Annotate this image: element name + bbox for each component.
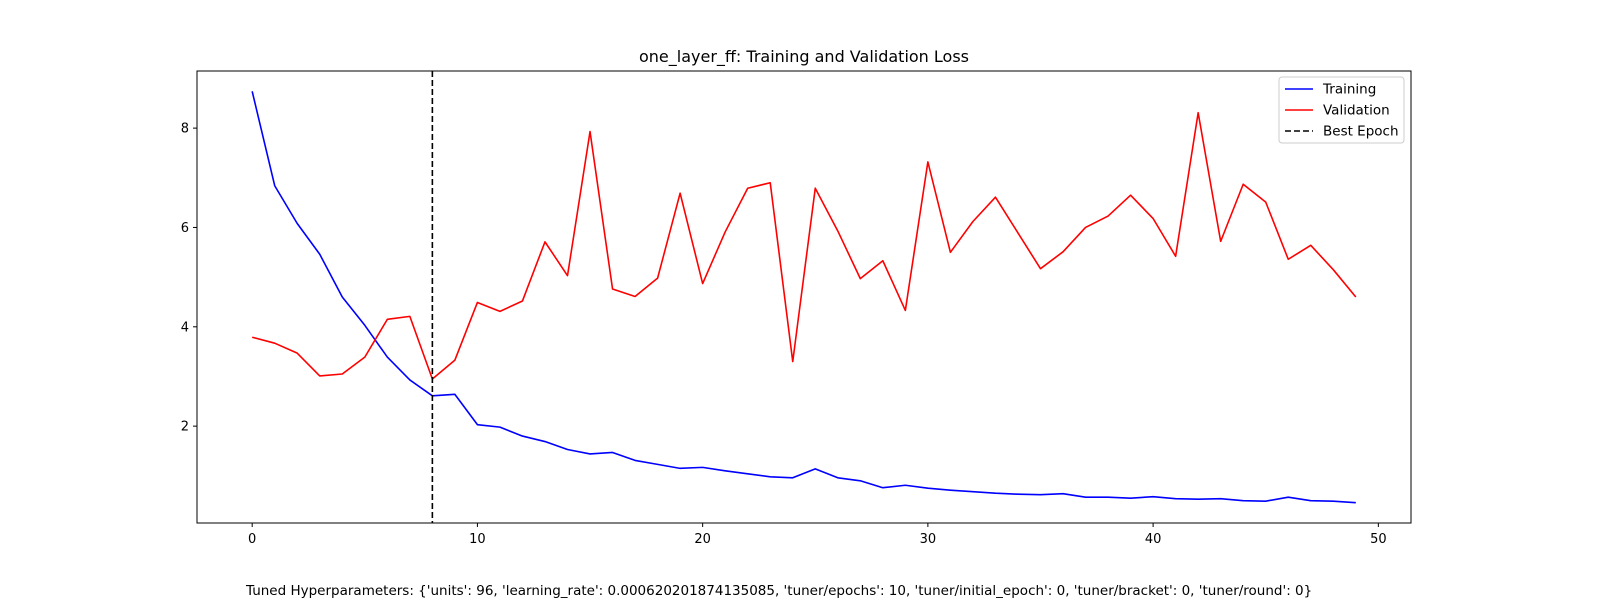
legend: Training Validation Best Epoch: [1278, 76, 1405, 144]
series-line-validation: [251, 111, 1357, 380]
plot-frame: [196, 70, 1412, 524]
x-tick-label: 0: [248, 532, 256, 547]
y-axis: 2 4 6 8: [181, 122, 197, 435]
legend-label-training: Training: [1322, 82, 1376, 98]
y-tick-label: 4: [181, 320, 189, 335]
y-tick-label: 2: [181, 420, 189, 435]
series-line-training: [251, 91, 1356, 504]
plot-series: [251, 71, 1357, 523]
x-axis: 0 10 20 30 40 50: [248, 523, 1387, 547]
y-tick-label: 8: [181, 122, 189, 137]
x-tick-label: 50: [1370, 532, 1387, 547]
legend-box: [1278, 76, 1405, 144]
x-tick-label: 20: [694, 532, 711, 547]
legend-label-best-epoch: Best Epoch: [1323, 124, 1399, 140]
y-tick-label: 6: [181, 221, 189, 236]
x-tick-label: 40: [1145, 532, 1162, 547]
chart-title: one_layer_ff: Training and Validation Lo…: [639, 47, 969, 67]
x-tick-label: 10: [469, 532, 486, 547]
legend-label-validation: Validation: [1323, 103, 1390, 119]
hyperparameters-caption: Tuned Hyperparameters: {'units': 96, 'le…: [245, 583, 1312, 599]
x-tick-label: 30: [920, 532, 937, 547]
